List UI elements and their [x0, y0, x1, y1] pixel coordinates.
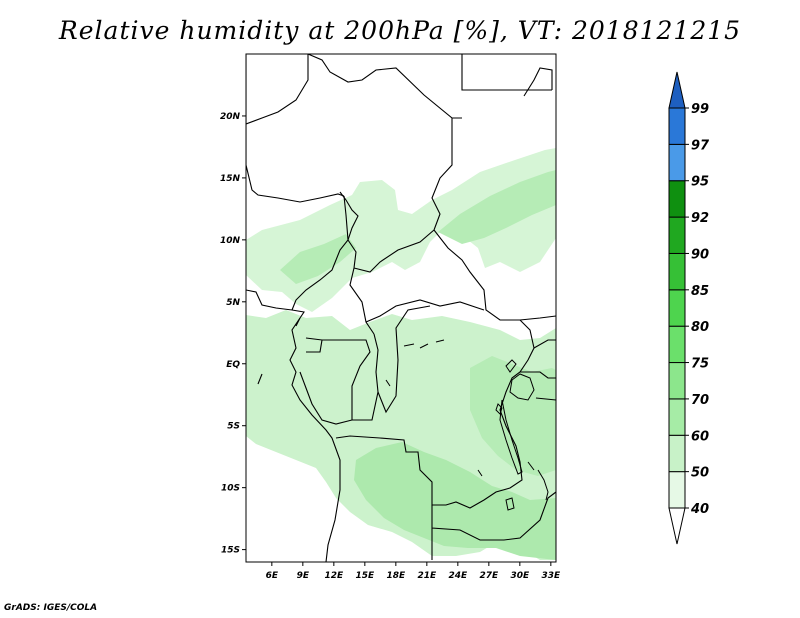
lon-tick-label: 24E: [448, 571, 468, 581]
humidity-area-northeast: [438, 170, 556, 244]
lon-tick-label: 12E: [324, 571, 344, 581]
lat-tick-label: 10N: [220, 236, 241, 246]
lat-tick-label: 10S: [221, 484, 240, 494]
marsh-spots: [385, 339, 535, 477]
lon-tick-label: 6E: [266, 571, 279, 581]
border-east-africa: [520, 339, 556, 401]
colorbar-swatch: [668, 289, 686, 327]
colorbar-min-arrow: [668, 507, 686, 545]
colorbar-label: 80: [691, 320, 709, 335]
humidity-area-south: [354, 442, 556, 560]
humidity-area-west: [280, 234, 356, 284]
lon-tick-label: 33E: [541, 571, 561, 581]
border-sudan-east: [523, 67, 553, 97]
border-drc-east: [335, 319, 535, 509]
humidity-shading: [246, 148, 556, 560]
lat-tick-label: 15N: [220, 174, 241, 184]
colorbar-label: 60: [691, 429, 709, 444]
colorbar-label: 92: [691, 211, 709, 226]
border-cameroon-gabon: [299, 337, 371, 425]
border-zambia: [431, 491, 556, 560]
colorbar-label: 50: [691, 466, 709, 481]
colorbar-swatch: [668, 216, 686, 254]
map-title: Relative humidity at 200hPa [%], VT: 201…: [58, 16, 742, 45]
colorbar-label: 90: [691, 247, 709, 262]
colorbar-swatch: [668, 362, 686, 400]
lat-tick-label: 20N: [220, 112, 241, 122]
lat-tick-label: 5S: [227, 422, 240, 432]
lon-tick-label: 21E: [417, 571, 437, 581]
lon-tick-label: 15E: [355, 571, 375, 581]
coastline-west: [246, 55, 345, 562]
colorbar-label: 95: [691, 175, 709, 190]
lat-tick-label: 5N: [226, 298, 240, 308]
border-libya: [461, 54, 552, 91]
map-ticks: 6E 9E 12E 15E 18E 21E 24E 27E 30E 33E 20N 15N 10N 5N E…: [220, 112, 561, 581]
colorbar-swatch: [668, 398, 686, 436]
colorbar-swatch: [668, 471, 686, 509]
colorbar-label: 75: [691, 357, 709, 372]
colorbar-label: 40: [690, 502, 709, 517]
colorbar-swatch: [668, 180, 686, 218]
lon-tick-label: 27E: [479, 571, 499, 581]
humidity-area-north: [246, 148, 556, 312]
colorbar-label: 99: [691, 102, 709, 117]
colorbar-swatch: [668, 252, 686, 291]
grads-credit: GrADS: IGES/COLA: [4, 603, 98, 613]
lat-tick-label: 15S: [221, 546, 240, 556]
colorbar-max-arrow: [668, 71, 686, 109]
lon-tick-label: 30E: [510, 571, 530, 581]
lat-tick-label: EQ: [226, 360, 240, 370]
lake-malawi: [537, 469, 549, 501]
colorbar-label: 97: [691, 138, 710, 153]
lakes: [385, 339, 549, 511]
colorbar: 40 50 60 70 75 80 85 90 92 95 97 99: [668, 71, 710, 545]
map-frame: [245, 53, 557, 563]
lon-tick-label: 18E: [386, 571, 406, 581]
border-car: [353, 229, 485, 323]
colorbar-swatch: [668, 107, 686, 145]
colorbar-swatch: [668, 434, 686, 473]
borders: [246, 54, 556, 562]
colorbar-label: 70: [691, 393, 709, 408]
lake-victoria: [509, 373, 535, 401]
lake-albert: [505, 359, 517, 373]
colorbar-swatch: [668, 325, 686, 364]
border-nigeria: [246, 54, 349, 311]
coast-west-islands: [257, 317, 301, 385]
lake-mweru: [505, 497, 515, 511]
lon-tick-label: 9E: [297, 571, 310, 581]
border-niger-chad: [307, 54, 453, 231]
lake-tanganyika: [499, 399, 523, 475]
colorbar-label: 85: [691, 284, 709, 299]
border-chad-sudan: [433, 117, 556, 321]
lake-kivu: [495, 403, 503, 415]
border-congo-drc: [352, 305, 431, 421]
colorbar-swatch: [668, 143, 686, 182]
humidity-area-east: [470, 356, 556, 476]
